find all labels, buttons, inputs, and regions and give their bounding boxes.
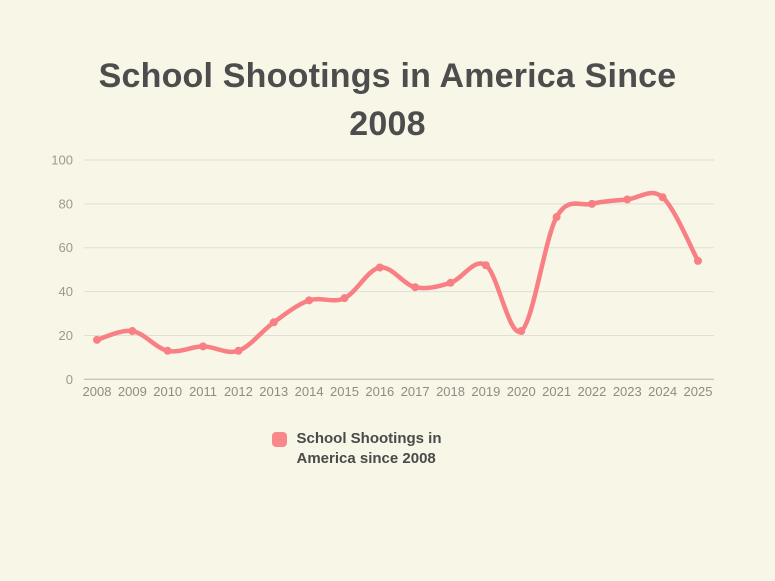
data-point-2015[interactable] bbox=[340, 294, 349, 303]
y-tick-label: 60 bbox=[59, 240, 73, 255]
x-tick-label: 2016 bbox=[365, 384, 394, 399]
data-point-2018[interactable] bbox=[446, 278, 455, 287]
data-point-2021[interactable] bbox=[552, 213, 561, 222]
chart-title: School Shootings in America Since 2008 bbox=[0, 52, 775, 148]
data-point-2017[interactable] bbox=[411, 283, 420, 292]
series-line bbox=[94, 190, 701, 355]
x-tick-label: 2018 bbox=[436, 384, 465, 399]
x-tick-label: 2011 bbox=[189, 384, 217, 399]
x-tick-label: 2024 bbox=[648, 384, 677, 399]
x-tick-label: 2009 bbox=[118, 384, 147, 399]
x-tick-label: 2023 bbox=[613, 384, 642, 399]
data-point-2011[interactable] bbox=[199, 342, 208, 351]
legend[interactable]: School Shootings in America since 2008 bbox=[0, 429, 720, 469]
data-point-2024[interactable] bbox=[658, 193, 667, 202]
x-tick-label: 2012 bbox=[224, 384, 253, 399]
legend-label: School Shootings in America since 2008 bbox=[296, 430, 442, 467]
data-point-2008[interactable] bbox=[93, 335, 101, 344]
y-tick-label: 40 bbox=[59, 284, 73, 299]
x-tick-label: 2020 bbox=[507, 384, 536, 399]
x-tick-label: 2019 bbox=[471, 384, 500, 399]
y-tick-label: 100 bbox=[51, 153, 73, 168]
data-point-2010[interactable] bbox=[163, 346, 172, 355]
x-tick-label: 2013 bbox=[259, 384, 288, 399]
data-point-2020[interactable] bbox=[517, 327, 526, 336]
y-tick-label: 0 bbox=[66, 372, 73, 387]
data-point-2025[interactable] bbox=[694, 256, 703, 265]
y-tick-label: 20 bbox=[59, 328, 73, 343]
data-point-2016[interactable] bbox=[375, 263, 384, 272]
x-tick-label: 2014 bbox=[295, 384, 324, 399]
data-point-2009[interactable] bbox=[128, 327, 137, 336]
x-tick-label: 2017 bbox=[401, 384, 430, 399]
x-tick-label: 2008 bbox=[83, 384, 112, 399]
data-point-2023[interactable] bbox=[623, 195, 632, 204]
x-tick-label: 2025 bbox=[684, 384, 713, 399]
chart-title-text: School Shootings in America Since 2008 bbox=[98, 57, 677, 143]
y-tick-label: 80 bbox=[59, 196, 73, 211]
x-tick-label: 2010 bbox=[153, 384, 182, 399]
x-tick-label: 2015 bbox=[330, 384, 359, 399]
data-point-2019[interactable] bbox=[481, 261, 490, 270]
data-point-2013[interactable] bbox=[269, 318, 278, 327]
x-tick-label: 2022 bbox=[577, 384, 606, 399]
x-tick-label: 2021 bbox=[542, 384, 571, 399]
legend-swatch bbox=[271, 432, 287, 447]
data-point-2022[interactable] bbox=[587, 199, 596, 208]
data-point-2014[interactable] bbox=[305, 296, 314, 305]
data-point-2012[interactable] bbox=[234, 346, 243, 355]
